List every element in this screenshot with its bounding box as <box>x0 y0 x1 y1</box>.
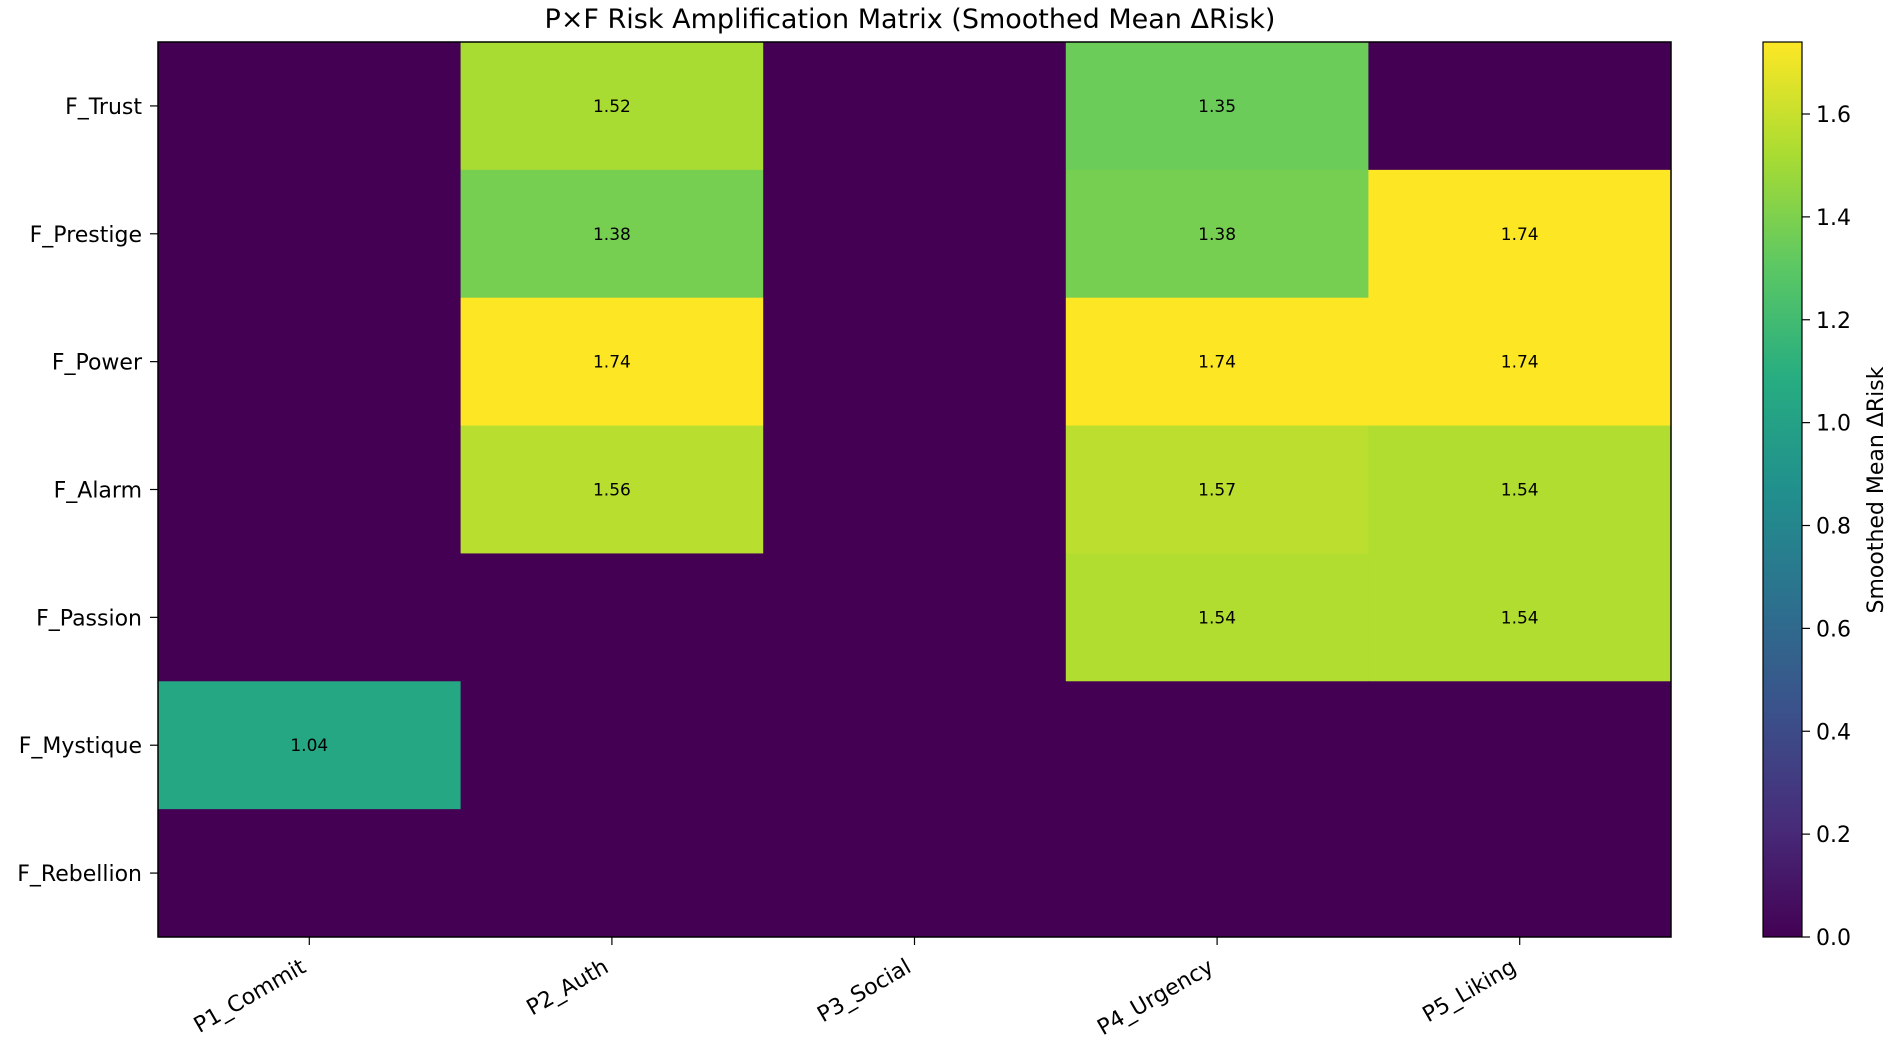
heatmap-cell <box>1065 681 1369 810</box>
heatmap-cell <box>460 297 764 427</box>
colorbar-tick-label: 0.4 <box>1816 720 1851 745</box>
heatmap-cell <box>763 809 1067 938</box>
cell-value-label: 1.52 <box>593 97 631 117</box>
heatmap-cell <box>1065 42 1369 171</box>
heatmap-cell <box>1065 809 1369 938</box>
heatmap-cell <box>158 169 462 299</box>
heatmap-cell <box>460 42 764 171</box>
y-tick-label: F_Power <box>52 351 143 376</box>
x-tick-label: P4_Urgency <box>1093 955 1218 1039</box>
cell-value-label: 1.38 <box>1198 225 1236 245</box>
heatmap-cell <box>1065 169 1369 299</box>
heatmap-cell <box>1368 553 1672 682</box>
heatmap-cell <box>460 681 764 810</box>
colorbar-tick-label: 0.8 <box>1816 515 1851 540</box>
cell-value-label: 1.57 <box>1198 481 1236 501</box>
colorbar-tick-label: 1.2 <box>1816 309 1851 334</box>
heatmap-cell <box>158 553 462 682</box>
heatmap-cell <box>158 809 462 938</box>
cell-value-label: 1.54 <box>1501 608 1539 628</box>
heatmap-cell <box>763 169 1067 299</box>
heatmap-cell <box>460 809 764 938</box>
x-axis: P1_Commit P2_Auth P3_Social P4_Urgency P5_Li… <box>190 937 1521 1039</box>
heatmap-cell <box>158 42 462 171</box>
y-tick-label: F_Alarm <box>54 479 142 504</box>
colorbar-ticks: 0.0 0.2 0.4 0.6 0.8 1.0 1.2 1.4 1.6 <box>1802 103 1851 951</box>
heatmap-cell-labels: 1.52 1.35 1.38 1.38 1.74 1.74 1.74 1.74 1.56 1.57… <box>290 97 1538 756</box>
y-axis: F_Trust F_Prestige F_Power F_Alarm F_Passion… <box>17 95 158 887</box>
colorbar-tick-label: 1.6 <box>1816 103 1851 128</box>
cell-value-label: 1.74 <box>593 353 631 373</box>
heatmap-cell <box>1368 169 1672 299</box>
heatmap-cell <box>1368 42 1672 171</box>
cell-value-label: 1.56 <box>593 481 631 501</box>
heatmap-cell <box>158 297 462 427</box>
cell-value-label: 1.74 <box>1501 353 1539 373</box>
heatmap-cell <box>158 681 462 810</box>
y-tick-label: F_Passion <box>36 606 142 631</box>
heatmap-cell <box>1065 297 1369 427</box>
colorbar-label: Smoothed Mean ΔRisk <box>1864 366 1889 613</box>
chart-title: P×F Risk Amplification Matrix (Smoothed … <box>545 4 1276 35</box>
x-tick-label: P3_Social <box>813 955 915 1028</box>
colorbar <box>1762 41 1803 938</box>
cell-value-label: 1.54 <box>1198 608 1236 628</box>
cell-value-label: 1.74 <box>1501 225 1539 245</box>
heatmap-cell <box>1368 681 1672 810</box>
heatmap-cell <box>1065 425 1369 554</box>
heatmap-cell <box>763 297 1067 427</box>
heatmap-cell <box>158 425 462 554</box>
heatmap-cell <box>460 425 764 554</box>
colorbar-tick-label: 0.0 <box>1816 926 1851 951</box>
heatmap-cell <box>763 553 1067 682</box>
y-tick-label: F_Rebellion <box>17 862 142 887</box>
heatmap-cell <box>763 681 1067 810</box>
heatmap-cell <box>1368 809 1672 938</box>
cell-value-label: 1.04 <box>290 736 328 756</box>
y-tick-label: F_Trust <box>65 95 142 120</box>
heatmap-cell <box>460 553 764 682</box>
y-tick-label: F_Prestige <box>30 223 142 248</box>
colorbar-tick-label: 1.0 <box>1816 412 1851 437</box>
cell-value-label: 1.54 <box>1501 481 1539 501</box>
x-tick-label: P1_Commit <box>190 954 311 1038</box>
y-tick-label: F_Mystique <box>19 734 142 759</box>
cell-value-label: 1.38 <box>593 225 631 245</box>
heatmap-cell <box>1368 425 1672 554</box>
heatmap-cell <box>1065 553 1369 682</box>
colorbar-tick-label: 0.2 <box>1816 823 1851 848</box>
heatmap-cell <box>763 42 1067 171</box>
cell-value-label: 1.74 <box>1198 353 1236 373</box>
heatmap-cell <box>460 169 764 299</box>
colorbar-tick-label: 0.6 <box>1816 617 1851 642</box>
x-tick-label: P2_Auth <box>523 955 613 1022</box>
heatmap-cell <box>1368 297 1672 427</box>
heatmap-cell <box>763 425 1067 554</box>
heatmap-cells <box>158 42 1672 938</box>
x-tick-label: P5_Liking <box>1419 955 1521 1028</box>
cell-value-label: 1.35 <box>1198 97 1236 117</box>
colorbar-tick-label: 1.4 <box>1816 206 1851 231</box>
